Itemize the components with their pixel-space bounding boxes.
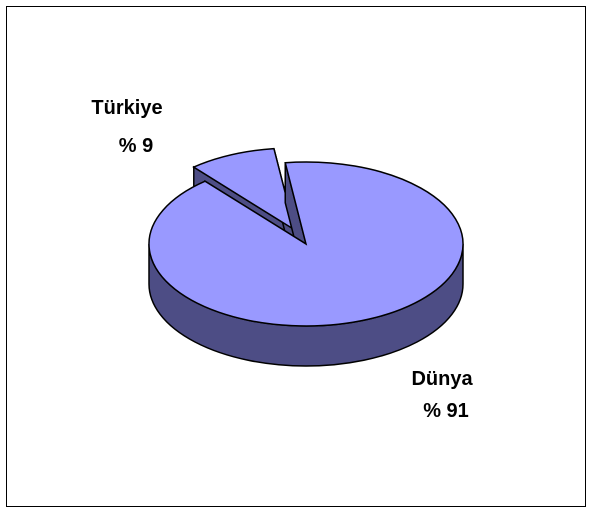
slice-label-dunya-value: % 91	[423, 400, 469, 422]
slice-t-rkiye-top	[192, 147, 296, 232]
slice-label-turkiye-name: Türkiye	[91, 97, 162, 119]
slice-d-nya-top	[148, 161, 464, 327]
pie-slices	[148, 147, 464, 367]
slice-label-dunya-name: Dünya	[411, 368, 473, 390]
slice-label-turkiye-value: % 9	[119, 135, 153, 157]
